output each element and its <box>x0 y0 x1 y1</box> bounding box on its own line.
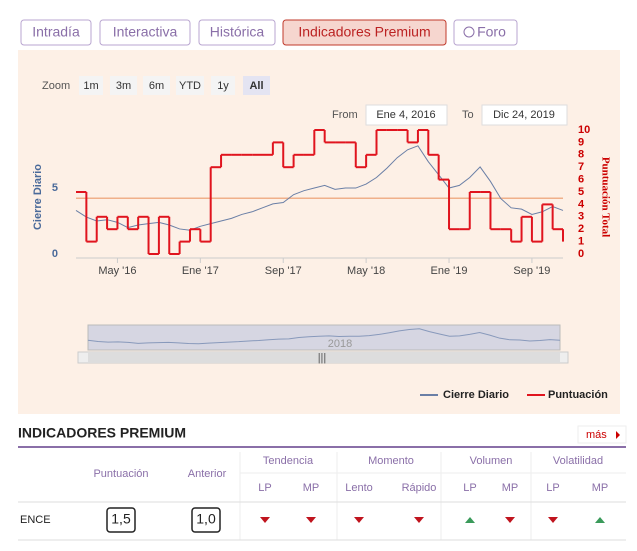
price-line <box>75 145 564 231</box>
tab-label: Interactiva <box>113 24 178 40</box>
signal-down <box>354 517 364 523</box>
y2-axis-title: Puntuación Total <box>599 157 611 237</box>
navigator-line <box>87 328 561 345</box>
legend-label: Puntuación <box>548 389 608 401</box>
zoom-label: Zoom <box>42 80 70 92</box>
more-label: más <box>586 429 607 441</box>
score-box <box>191 507 221 533</box>
navigator[interactable] <box>87 324 561 351</box>
tab[interactable] <box>453 19 518 46</box>
subheader: LP <box>258 482 271 494</box>
y-tick-label: 0 <box>52 248 58 260</box>
score-box <box>106 507 136 533</box>
y2-tick-label: 8 <box>578 149 584 161</box>
x-tick-label: Ene '17 <box>182 265 219 277</box>
zoom-button-label: 3m <box>116 80 131 92</box>
subheader: LP <box>463 482 476 494</box>
signal-down <box>548 517 558 523</box>
zoom-button-label: 6m <box>149 80 164 92</box>
to-value: Dic 24, 2019 <box>493 109 555 121</box>
to-label: To <box>462 109 474 121</box>
tab-label: Foro <box>477 24 506 40</box>
x-tick-label: Ene '19 <box>431 265 468 277</box>
signal-up <box>595 517 605 523</box>
tab-label: Histórica <box>210 24 265 40</box>
zoom-button[interactable] <box>243 76 270 95</box>
x-tick-label: May '16 <box>98 265 136 277</box>
zoom-button[interactable] <box>79 76 103 95</box>
zoom-button[interactable] <box>176 76 204 95</box>
zoom-button-label: All <box>249 80 263 92</box>
group-header: Volatilidad <box>553 455 603 467</box>
subheader: Rápido <box>402 482 437 494</box>
y2-tick-label: 5 <box>578 186 584 198</box>
tab-label: Intradía <box>32 24 80 40</box>
y2-tick-label: 3 <box>578 211 584 223</box>
y2-tick-label: 0 <box>578 248 584 260</box>
x-tick-label: Sep '19 <box>513 265 550 277</box>
row-name: ENCE <box>20 514 51 526</box>
subheader: MP <box>303 482 320 494</box>
x-tick-label: Sep '17 <box>265 265 302 277</box>
legend-label: Cierre Diario <box>443 389 509 401</box>
y2-tick-label: 9 <box>578 136 584 148</box>
more-arrow <box>616 431 620 439</box>
score-header: Anterior <box>188 468 227 480</box>
zoom-button-label: YTD <box>179 80 201 92</box>
scroll-grip: ||| <box>318 352 327 364</box>
navigator-label: 2018 <box>328 338 352 350</box>
subheader: LP <box>546 482 559 494</box>
group-header: Tendencia <box>263 455 314 467</box>
subheader: MP <box>592 482 609 494</box>
score-value: 1,5 <box>111 511 131 527</box>
score-value: 1,0 <box>196 511 216 527</box>
from-value: Ene 4, 2016 <box>376 109 435 121</box>
y-axis-title: Cierre Diario <box>32 164 44 230</box>
y2-tick-label: 4 <box>578 198 585 210</box>
scrollbar-thumb[interactable] <box>88 352 560 363</box>
from-input[interactable] <box>365 104 448 126</box>
more-button[interactable] <box>577 425 627 444</box>
y2-tick-label: 7 <box>578 161 584 173</box>
zoom-button[interactable] <box>211 76 235 95</box>
to-input[interactable] <box>481 104 568 126</box>
signal-down <box>414 517 424 523</box>
group-header: Momento <box>368 455 414 467</box>
tab[interactable] <box>282 19 447 46</box>
forum-icon <box>463 26 475 38</box>
y2-tick-label: 2 <box>578 223 584 235</box>
zoom-button-label: 1m <box>83 80 98 92</box>
y2-tick-label: 1 <box>578 236 584 248</box>
zoom-button[interactable] <box>110 76 137 95</box>
y2-tick-label: 6 <box>578 174 584 186</box>
signal-down <box>260 517 270 523</box>
tab[interactable] <box>20 19 92 46</box>
x-tick-label: May '18 <box>347 265 385 277</box>
signal-down <box>505 517 515 523</box>
subheader: MP <box>502 482 519 494</box>
zoom-button-label: 1y <box>217 80 229 92</box>
subheader: Lento <box>345 482 373 494</box>
tab[interactable] <box>99 19 191 46</box>
tab-label: Indicadores Premium <box>298 24 430 40</box>
y-tick-label: 5 <box>52 182 58 194</box>
zoom-button[interactable] <box>143 76 170 95</box>
signal-down <box>306 517 316 523</box>
group-header: Volumen <box>470 455 513 467</box>
y2-tick-label: 10 <box>578 124 590 136</box>
section-title: INDICADORES PREMIUM <box>18 425 186 441</box>
score-header: Puntuación <box>93 468 148 480</box>
signal-up <box>465 517 475 523</box>
tab[interactable] <box>198 19 276 46</box>
from-label: From <box>332 109 358 121</box>
